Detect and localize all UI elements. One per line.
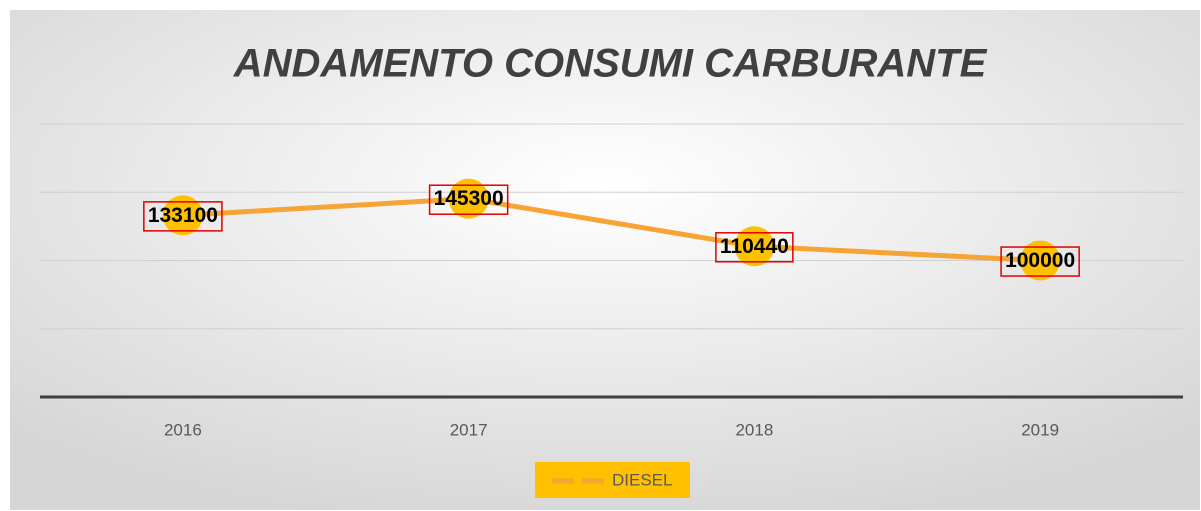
line-series <box>182 196 1041 263</box>
x-tick-label: 2016 <box>164 420 202 439</box>
point-marker <box>734 226 775 267</box>
x-tick-label: 2019 <box>1021 420 1059 439</box>
point-marker <box>162 195 203 236</box>
data-label: 133100 <box>148 204 218 227</box>
point-marker <box>1020 240 1061 281</box>
label-box <box>143 201 223 232</box>
label-box <box>428 184 509 215</box>
label-box <box>1000 246 1080 277</box>
point-marker <box>448 178 489 219</box>
label-box <box>715 232 794 263</box>
data-label: 100000 <box>1005 249 1075 272</box>
x-tick-label: 2017 <box>450 420 488 439</box>
legend-label: DIESEL <box>612 470 672 489</box>
data-label: 145300 <box>434 187 504 210</box>
legend: DIESEL <box>535 462 690 498</box>
x-tick-label: 2018 <box>735 420 773 439</box>
chart-title: ANDAMENTO CONSUMI CARBURANTE <box>233 42 988 86</box>
data-label: 110440 <box>720 235 789 258</box>
